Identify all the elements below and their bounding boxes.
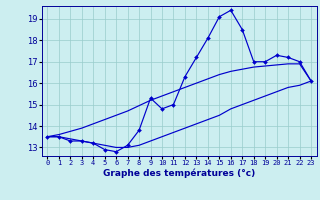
X-axis label: Graphe des températures (°c): Graphe des températures (°c) [103,169,255,178]
